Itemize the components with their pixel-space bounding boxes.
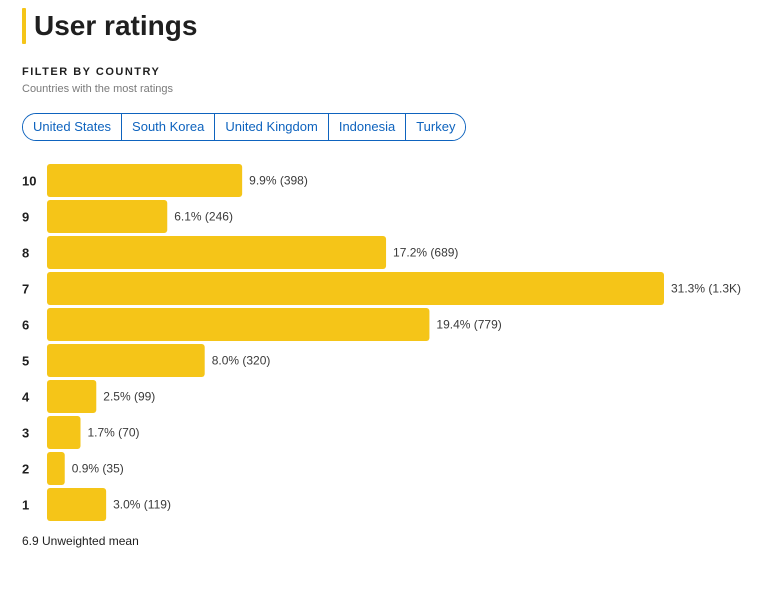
rating-bar-9[interactable] [47, 200, 168, 233]
rating-label-7: 7 [22, 282, 29, 297]
rating-bar-10[interactable] [47, 164, 243, 197]
rating-value-label-6: 19.4% (779) [436, 318, 501, 332]
rating-bar-3[interactable] [47, 416, 81, 449]
rating-label-6: 6 [22, 318, 29, 333]
unweighted-mean: 6.9 Unweighted mean [22, 534, 139, 548]
rating-value-label-8: 17.2% (689) [393, 246, 458, 260]
country-chip-indonesia[interactable]: Indonesia [328, 114, 407, 140]
rating-value-label-9: 6.1% (246) [174, 210, 233, 224]
rating-bar-5[interactable] [47, 344, 205, 377]
rating-bar-8[interactable] [47, 236, 387, 269]
title-accent-bar [22, 8, 26, 44]
rating-value-label-10: 9.9% (398) [249, 174, 308, 188]
rating-label-8: 8 [22, 246, 29, 261]
rating-bar-6[interactable] [47, 308, 430, 341]
rating-value-label-7: 31.3% (1.3K) [671, 282, 741, 296]
rating-value-label-4: 2.5% (99) [103, 390, 155, 404]
rating-value-label-5: 8.0% (320) [212, 354, 271, 368]
rating-label-10: 10 [22, 174, 36, 189]
rating-value-label-3: 1.7% (70) [88, 426, 140, 440]
ratings-header: User ratings [22, 8, 197, 44]
rating-value-label-2: 0.9% (35) [72, 462, 124, 476]
country-chip-united-kingdom[interactable]: United Kingdom [215, 114, 329, 140]
rating-label-2: 2 [22, 462, 29, 477]
country-chip-south-korea[interactable]: South Korea [122, 114, 216, 140]
filter-subheading: Countries with the most ratings [22, 83, 174, 95]
rating-value-label-1: 3.0% (119) [113, 498, 171, 512]
rating-label-1: 1 [22, 498, 29, 513]
page-title: User ratings [34, 10, 198, 41]
rating-bar-4[interactable] [47, 380, 97, 413]
rating-label-3: 3 [22, 426, 29, 441]
rating-label-5: 5 [22, 354, 29, 369]
rating-bar-1[interactable] [47, 488, 107, 521]
rating-label-4: 4 [22, 390, 30, 405]
rating-bar-7[interactable] [47, 272, 664, 305]
rating-bar-2[interactable] [47, 452, 65, 485]
country-filter-group: United States South Korea United Kingdom… [22, 113, 467, 141]
country-chip-united-states[interactable]: United States [23, 114, 123, 140]
filter-heading: FILTER BY COUNTRY [22, 66, 161, 78]
rating-label-9: 9 [22, 210, 29, 225]
country-chip-turkey[interactable]: Turkey [406, 114, 466, 140]
